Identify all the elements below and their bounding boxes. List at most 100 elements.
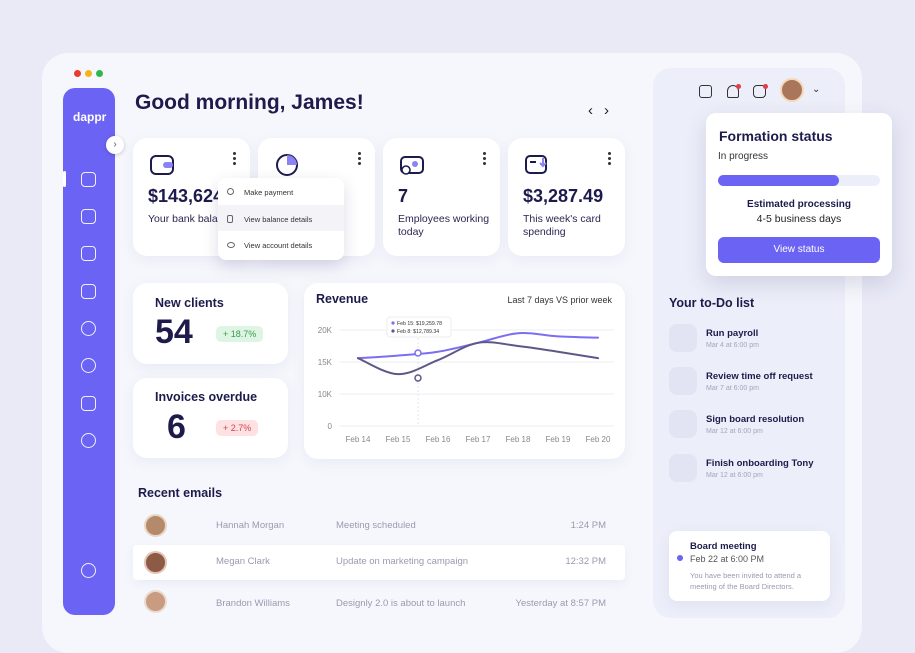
view-status-button[interactable]: View status [718,237,880,263]
avatar [144,514,167,537]
y-tick-label: 10K [318,390,333,399]
todo-item-title[interactable]: Sign board resolution [706,414,805,425]
tooltip-dot [391,329,395,333]
card-menu-button[interactable] [358,152,361,167]
nav-reports[interactable] [81,209,96,224]
formation-status: In progress [718,151,769,162]
menu-icon [227,215,233,223]
stat-label: Your bank balance [148,213,235,225]
series-line [357,341,599,376]
event-text: You have been invited to attend a meetin… [690,571,802,591]
tooltip-text: Feb 15: $19,259.78 [397,321,442,327]
email-sender: Brandon Williams [216,598,290,609]
x-tick-label: Feb 19 [546,435,571,444]
nav-preferences[interactable] [81,563,96,578]
x-tick-label: Feb 16 [426,435,451,444]
todo-item-title[interactable]: Finish onboarding Tony [706,458,814,469]
email-row-highlight[interactable] [133,545,625,580]
menu-item[interactable]: View balance details [244,215,313,224]
card-menu: Make payment View balance details View a… [218,178,344,260]
kpi-card: Invoices overdue 6 + 2.7% [133,378,288,458]
todo-icon [669,410,697,438]
event-card[interactable]: Board meeting Feb 22 at 6:00 PM You have… [669,531,830,601]
email-sender: Hannah Morgan [216,520,285,531]
nav-billing[interactable] [81,433,96,448]
chart-title: Revenue [316,292,368,306]
next-button[interactable]: › [604,102,609,119]
user-dropdown[interactable]: ⌄ [812,84,821,95]
window-dot [85,70,92,77]
prev-button[interactable]: ‹ [588,102,593,119]
kpi-title: Invoices overdue [155,390,258,404]
kpi-title: New clients [155,296,224,310]
user-avatar[interactable] [780,78,804,102]
todo-item-date: Mar 12 at 6:00 pm [706,472,763,479]
page: {"sidebar": {"logo": "dappr"}, "header":… [42,53,892,653]
greeting: Good morning, James! [135,91,364,114]
revenue-card [304,283,625,459]
todo-title: Your to-Do list [669,296,755,310]
todo-item-date: Mar 4 at 6:00 pm [706,342,759,349]
y-tick-label: 20K [318,326,333,335]
window-dot [74,70,81,77]
menu-icon [227,188,234,195]
todo-icon [669,324,697,352]
x-tick-label: Feb 18 [506,435,531,444]
menu-item[interactable]: Make payment [244,188,294,197]
email-subject: Update on marketing campaign [336,556,469,567]
nav-home[interactable] [81,172,96,187]
stat-label: Employees working today [398,213,490,238]
x-tick-label: Feb 17 [466,435,491,444]
card-menu-button[interactable] [483,152,486,167]
todo-item-title[interactable]: Review time off request [706,371,813,382]
active-indicator [63,171,66,187]
todo-icon [669,454,697,482]
emails-title: Recent emails [138,486,223,500]
nav-mail[interactable] [81,284,96,299]
menu-icon [227,242,235,248]
nav-docs[interactable] [81,396,96,411]
kpi-value: 6 [167,408,186,446]
y-tick-label: 15K [318,358,333,367]
nav-settings[interactable] [81,321,96,336]
nav-bank[interactable] [81,246,96,261]
formation-title: Formation status [719,128,833,144]
event-date: Feb 22 at 6:00 PM [690,554,765,564]
employees-icon [400,156,424,175]
todo-icon [669,367,697,395]
sidebar-toggle[interactable]: › [106,136,124,154]
event-title: Board meeting [690,541,757,552]
sidebar [63,88,115,615]
avatar [144,590,167,613]
x-tick-label: Feb 15 [386,435,411,444]
x-tick-label: Feb 20 [586,435,611,444]
email-subject: Meeting scheduled [336,520,416,531]
chart-subtitle: Last 7 days VS prior week [507,295,612,305]
stat-label: This week's card spending [523,213,601,238]
wallet-icon [150,155,174,175]
formation-card: Formation status In progress Estimated p… [706,113,892,276]
todo-item-title[interactable]: Run payroll [706,328,759,339]
messages-icon[interactable] [753,85,766,98]
processing-time: 4-5 business days [756,213,842,225]
email-time: 1:24 PM [570,520,606,531]
email-sender: Megan Clark [216,556,270,567]
menu-item[interactable]: View account details [244,241,313,250]
nav-team[interactable] [81,358,96,373]
processing-title: Estimated processing [747,199,851,210]
avatar [144,551,167,574]
card-menu-button[interactable] [233,152,236,167]
kpi-change: + 2.7% [216,420,259,436]
hover-dot [414,349,422,357]
email-time: 12:32 PM [565,556,606,567]
email-time: Yesterday at 8:57 PM [515,598,606,609]
calendar-icon[interactable] [699,85,712,98]
notification-icon[interactable] [727,85,739,98]
stat-value: 7 [398,186,409,206]
y-tick-label: 0 [328,422,333,431]
revenue-chart: Revenue Last 7 days VS prior week 0 10K 15… [316,292,614,444]
messages-dot [763,84,768,89]
card-menu-button[interactable] [608,152,611,167]
x-tick-label: Feb 14 [346,435,371,444]
tooltip-text: Feb 8: $12,789.34 [397,329,439,335]
